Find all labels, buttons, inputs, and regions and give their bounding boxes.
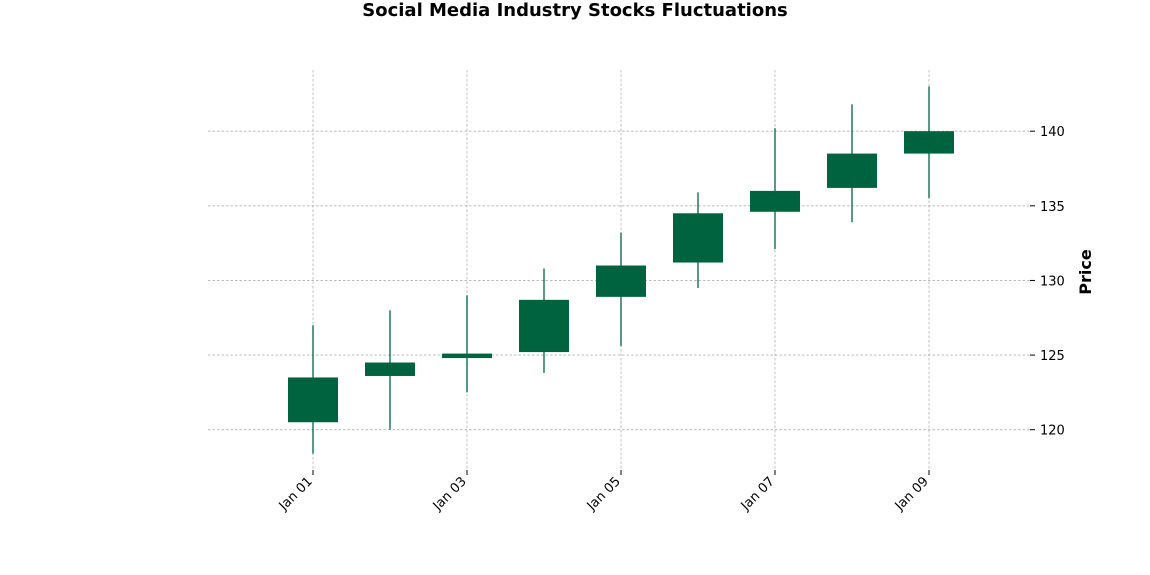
candles (288, 86, 954, 454)
candle-body (904, 131, 954, 154)
candle (750, 128, 800, 250)
candle (596, 232, 646, 347)
y-tick-label: 140 (1040, 125, 1065, 140)
candle-body (827, 153, 877, 188)
y-axis-label: Price (1076, 249, 1095, 295)
candle (673, 192, 723, 288)
candle-body (365, 362, 415, 376)
candle (288, 325, 338, 454)
candle-body (750, 190, 800, 212)
candle (365, 310, 415, 430)
x-tick-label: Jan 09 (892, 474, 932, 514)
y-tick-label: 125 (1040, 349, 1065, 364)
x-tick-label: Jan 05 (584, 474, 624, 514)
candle-body (673, 213, 723, 263)
candle (519, 268, 569, 373)
candle (904, 86, 954, 199)
x-axis: Jan 01 Jan 03 Jan 05 Jan 07 Jan 09 (276, 470, 932, 514)
x-tick-label: Jan 03 (430, 474, 470, 514)
x-tick-label: Jan 07 (738, 474, 778, 514)
y-tick-label: 120 (1040, 424, 1065, 439)
candle (827, 104, 877, 223)
y-tick-label: 135 (1040, 200, 1065, 215)
candle-body (596, 265, 646, 297)
candle-body (442, 353, 492, 359)
y-tick-label: 130 (1040, 274, 1065, 289)
chart-title: Social Media Industry Stocks Fluctuation… (362, 0, 788, 21)
x-tick-label: Jan 01 (276, 474, 316, 514)
y-axis: 120 125 130 135 140 (1030, 125, 1065, 439)
candle (442, 295, 492, 393)
candle-body (288, 377, 338, 423)
candle-body (519, 299, 569, 353)
